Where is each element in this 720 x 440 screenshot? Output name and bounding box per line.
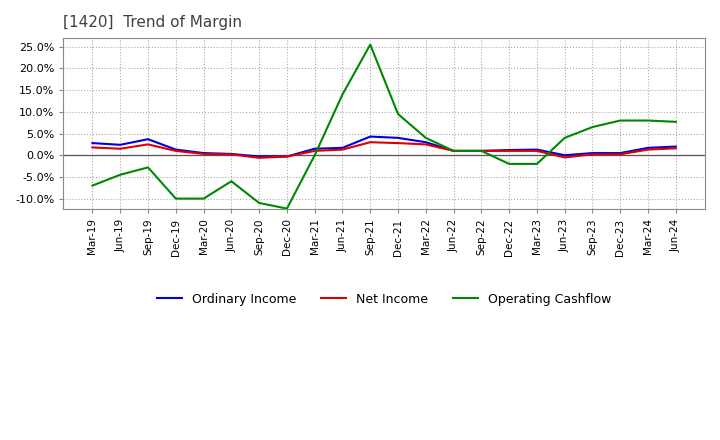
Operating Cashflow (394, 111, 402, 117)
Operating Cashflow (672, 119, 680, 125)
Operating Cashflow (282, 206, 291, 211)
Ordinary Income (533, 147, 541, 152)
Operating Cashflow (588, 125, 597, 130)
Ordinary Income (394, 135, 402, 140)
Ordinary Income (144, 136, 153, 142)
Operating Cashflow (560, 135, 569, 140)
Net Income (255, 155, 264, 161)
Ordinary Income (171, 147, 180, 152)
Operating Cashflow (310, 153, 319, 158)
Ordinary Income (88, 140, 96, 146)
Operating Cashflow (616, 118, 624, 123)
Ordinary Income (421, 139, 430, 145)
Net Income (338, 147, 347, 152)
Ordinary Income (255, 154, 264, 159)
Net Income (672, 146, 680, 151)
Ordinary Income (644, 145, 652, 150)
Operating Cashflow (227, 179, 235, 184)
Operating Cashflow (171, 196, 180, 201)
Net Income (505, 148, 513, 154)
Ordinary Income (366, 134, 374, 139)
Net Income (282, 154, 291, 159)
Net Income (310, 148, 319, 154)
Legend: Ordinary Income, Net Income, Operating Cashflow: Ordinary Income, Net Income, Operating C… (152, 288, 616, 311)
Net Income (394, 140, 402, 146)
Ordinary Income (616, 150, 624, 156)
Operating Cashflow (421, 135, 430, 140)
Ordinary Income (116, 142, 125, 147)
Operating Cashflow (116, 172, 125, 177)
Net Income (616, 152, 624, 157)
Operating Cashflow (449, 148, 458, 154)
Net Income (449, 148, 458, 154)
Operating Cashflow (144, 165, 153, 170)
Line: Ordinary Income: Ordinary Income (92, 136, 676, 157)
Operating Cashflow (338, 92, 347, 97)
Operating Cashflow (505, 161, 513, 167)
Text: [1420]  Trend of Margin: [1420] Trend of Margin (63, 15, 242, 30)
Net Income (421, 142, 430, 147)
Net Income (171, 148, 180, 154)
Net Income (366, 139, 374, 145)
Ordinary Income (338, 145, 347, 150)
Ordinary Income (282, 154, 291, 159)
Line: Net Income: Net Income (92, 142, 676, 158)
Net Income (199, 151, 208, 157)
Net Income (477, 148, 486, 154)
Net Income (644, 147, 652, 152)
Net Income (533, 148, 541, 154)
Ordinary Income (199, 150, 208, 156)
Operating Cashflow (366, 42, 374, 47)
Ordinary Income (560, 153, 569, 158)
Ordinary Income (505, 147, 513, 153)
Operating Cashflow (199, 196, 208, 201)
Ordinary Income (672, 144, 680, 149)
Net Income (144, 142, 153, 147)
Net Income (88, 145, 96, 150)
Net Income (588, 152, 597, 157)
Operating Cashflow (477, 148, 486, 154)
Ordinary Income (588, 150, 597, 156)
Net Income (116, 146, 125, 151)
Line: Operating Cashflow: Operating Cashflow (92, 44, 676, 209)
Ordinary Income (310, 146, 319, 151)
Net Income (560, 155, 569, 160)
Ordinary Income (477, 148, 486, 154)
Operating Cashflow (533, 161, 541, 167)
Operating Cashflow (255, 200, 264, 205)
Operating Cashflow (88, 183, 96, 188)
Net Income (227, 152, 235, 157)
Ordinary Income (449, 148, 458, 154)
Ordinary Income (227, 151, 235, 157)
Operating Cashflow (644, 118, 652, 123)
